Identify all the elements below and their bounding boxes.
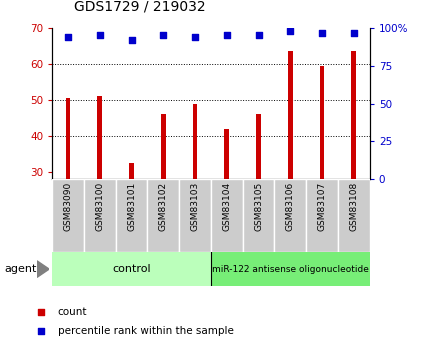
Bar [337,179,369,252]
Bar [161,114,165,179]
Bar [129,163,134,179]
Text: GSM83106: GSM83106 [285,181,294,231]
Point [254,32,261,38]
Polygon shape [37,261,49,277]
Bar [210,252,369,286]
Text: percentile rank within the sample: percentile rank within the sample [57,326,233,336]
Point [223,32,230,38]
Text: GSM83104: GSM83104 [222,181,231,231]
Bar [84,179,115,252]
Text: GSM83107: GSM83107 [317,181,326,231]
Bar [319,66,324,179]
Point [160,32,167,38]
Point [191,34,198,39]
Text: control: control [112,264,151,274]
Text: GDS1729 / 219032: GDS1729 / 219032 [74,0,205,14]
Bar [147,179,179,252]
Text: miR-122 antisense oligonucleotide: miR-122 antisense oligonucleotide [211,265,368,274]
Bar [52,252,210,286]
Bar [97,96,102,179]
Text: GSM83090: GSM83090 [63,181,72,231]
Text: GSM83108: GSM83108 [349,181,358,231]
Text: GSM83101: GSM83101 [127,181,136,231]
Bar [256,114,260,179]
Point [286,28,293,34]
Bar [115,179,147,252]
Bar [306,179,337,252]
Point [37,309,44,315]
Point [350,30,357,36]
Bar [351,51,355,179]
Bar [179,179,210,252]
Bar [52,179,84,252]
Text: GSM83102: GSM83102 [158,181,168,231]
Bar [287,51,292,179]
Bar [66,98,70,179]
Point [128,38,135,43]
Bar [210,179,242,252]
Text: count: count [57,307,87,317]
Bar [242,179,274,252]
Point [64,34,71,39]
Text: GSM83100: GSM83100 [95,181,104,231]
Text: GSM83105: GSM83105 [253,181,263,231]
Point [96,32,103,38]
Point [318,30,325,36]
Point [37,328,44,334]
Bar [274,179,306,252]
Text: GSM83103: GSM83103 [190,181,199,231]
Text: agent: agent [4,264,36,274]
Bar [192,104,197,179]
Bar [224,129,229,179]
